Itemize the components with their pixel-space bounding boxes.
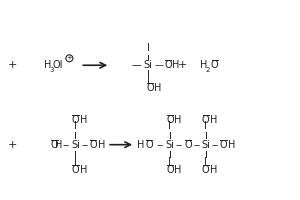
Text: O: O [164,60,172,70]
Text: O: O [146,83,154,93]
Text: O: O [145,140,153,150]
Text: H: H [80,165,87,175]
Text: O: O [166,115,174,125]
Text: H: H [174,165,182,175]
Text: I: I [74,157,77,167]
Text: H: H [200,60,207,70]
Text: H: H [137,140,145,150]
Text: —: — [131,60,141,70]
Text: O: O [71,165,79,175]
Text: I: I [74,121,77,131]
Text: ‒: ‒ [176,140,182,150]
Text: H: H [44,60,51,70]
Text: Si: Si [71,140,80,150]
Text: I: I [147,43,149,53]
Text: H: H [154,83,162,93]
Text: O: O [202,165,210,175]
Text: +: + [66,55,72,61]
Text: I: I [204,121,207,131]
Text: O: O [220,140,227,150]
Text: H: H [98,140,105,150]
Text: ‒: ‒ [81,140,87,150]
Text: Si: Si [144,60,152,70]
Text: ‒: ‒ [62,140,68,150]
Text: I: I [169,157,171,167]
Text: O: O [89,140,97,150]
Text: +: + [8,60,17,70]
Text: I: I [204,157,207,167]
Text: O: O [166,165,174,175]
Text: Si: Si [201,140,210,150]
Text: O: O [71,115,79,125]
Text: H: H [210,165,218,175]
Text: H: H [228,140,235,150]
Text: —: — [154,61,164,70]
Text: I: I [147,75,149,85]
Text: O: O [202,115,210,125]
Text: O: O [51,140,58,150]
Text: ‒: ‒ [212,140,218,150]
Text: I: I [169,121,171,131]
Text: H: H [55,140,62,150]
Text: O: O [211,60,218,70]
Text: O: O [184,140,192,150]
Text: H: H [172,60,180,70]
Text: H: H [210,115,218,125]
Text: 2: 2 [206,67,210,73]
Text: +: + [8,140,17,150]
Text: ‒: ‒ [157,140,163,150]
Text: H: H [80,115,87,125]
Text: OI: OI [52,60,63,70]
Text: +: + [178,60,188,70]
Text: Si: Si [166,140,174,150]
Text: ‒: ‒ [194,140,200,150]
Text: 3: 3 [49,67,54,73]
Text: H: H [174,115,182,125]
